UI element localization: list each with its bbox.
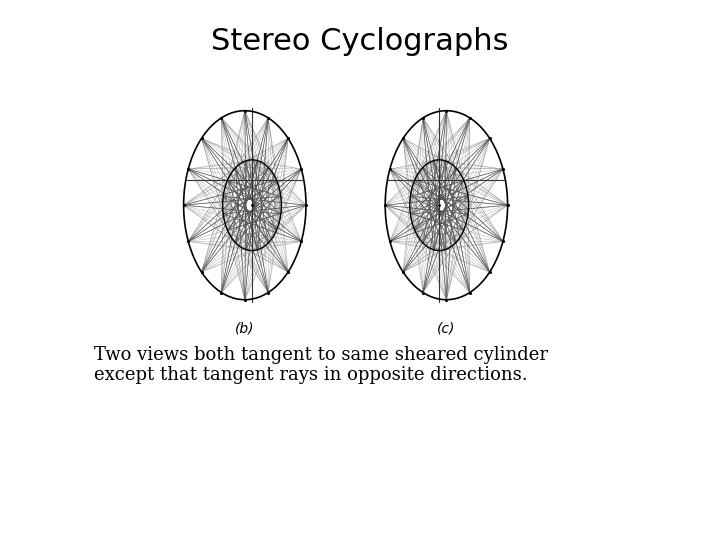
Text: (c): (c) — [437, 321, 456, 335]
Text: (b): (b) — [235, 321, 255, 335]
Text: Stereo Cyclographs: Stereo Cyclographs — [211, 27, 509, 56]
Text: Two views both tangent to same sheared cylinder
except that tangent rays in oppo: Two views both tangent to same sheared c… — [94, 346, 548, 384]
